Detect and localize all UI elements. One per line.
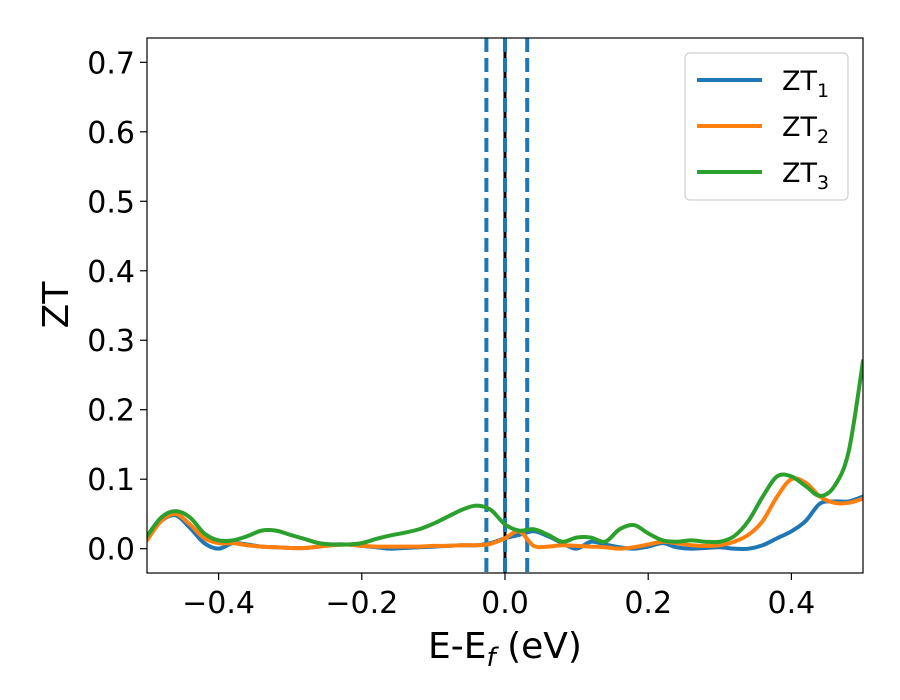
x-axis-title: E-Ef (eV) xyxy=(428,626,582,673)
y-tick-label: 0.7 xyxy=(87,46,135,81)
legend-label-subscript: 2 xyxy=(817,126,829,148)
x-axis-ticks: −0.4 −0.2 0.0 0.2 0.4 xyxy=(182,573,815,621)
legend-label-zt3: ZT3 xyxy=(782,158,829,194)
y-tick-label: 0.2 xyxy=(87,394,135,429)
series-line-zt2 xyxy=(147,476,863,551)
x-tick-label: −0.2 xyxy=(325,586,398,621)
legend-box xyxy=(684,52,849,201)
legend-label-subscript: 3 xyxy=(817,172,829,194)
y-axis-title: ZT xyxy=(36,281,77,329)
x-tick-label: 0.4 xyxy=(768,586,816,621)
y-tick-label: 0.4 xyxy=(87,255,135,290)
series-lines xyxy=(147,359,863,551)
legend-label-main: ZT xyxy=(782,66,817,97)
series-line-zt3 xyxy=(147,359,863,547)
legend-label-main: ZT xyxy=(782,158,817,189)
reference-lines xyxy=(484,38,530,573)
y-tick-label: 0.6 xyxy=(87,116,135,151)
x-axis-title-main: E-E xyxy=(428,626,486,667)
y-axis-ticks: 0.0 0.1 0.2 0.3 0.4 0.5 0.6 0.7 xyxy=(87,46,147,568)
y-tick-label: 0.1 xyxy=(87,463,135,498)
y-tick-label: 0.3 xyxy=(87,324,135,359)
y-tick-label: 0.0 xyxy=(87,533,135,568)
x-axis-title-unit: (eV) xyxy=(496,626,582,667)
legend-label-subscript: 1 xyxy=(817,80,829,102)
legend-label-zt2: ZT2 xyxy=(782,112,829,148)
y-tick-label: 0.5 xyxy=(87,185,135,220)
x-tick-label: 0.2 xyxy=(624,586,672,621)
x-tick-label: −0.4 xyxy=(182,586,255,621)
legend-label-main: ZT xyxy=(782,112,817,143)
x-tick-label: 0.0 xyxy=(481,586,529,621)
legend-label-zt1: ZT1 xyxy=(782,66,829,102)
